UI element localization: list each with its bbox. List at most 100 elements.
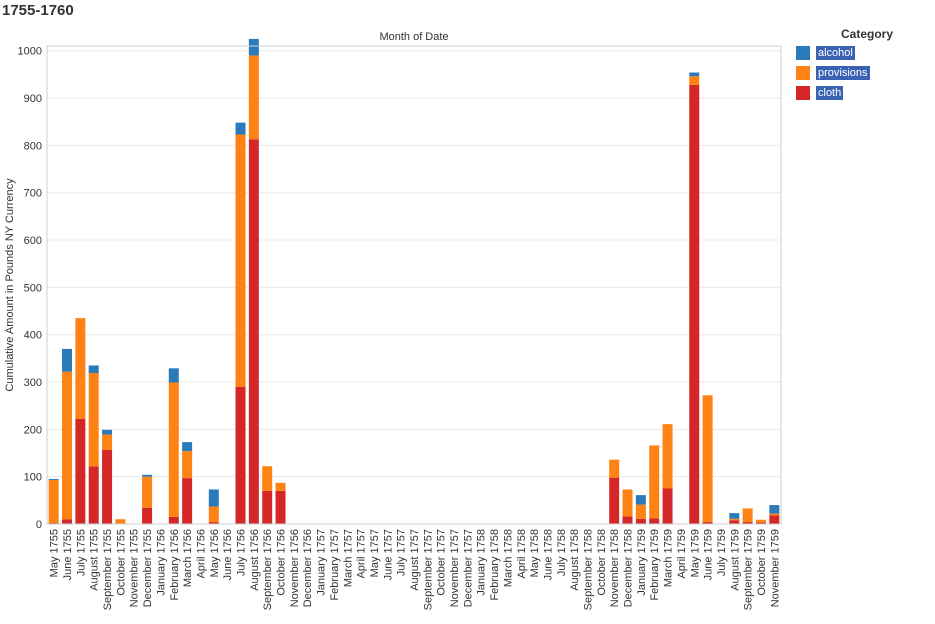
x-tick-label: May 1757: [369, 529, 381, 577]
x-tick-label: April 1758: [516, 529, 528, 579]
legend-swatch-provisions: [796, 66, 810, 80]
x-tick-label: September 1755: [102, 529, 114, 610]
bar-provisions: [75, 318, 86, 419]
legend-label-alcohol: alcohol: [816, 46, 855, 60]
x-tick-label: June 1756: [222, 529, 234, 580]
bar-alcohol: [689, 72, 700, 77]
x-tick-label: December 1758: [623, 529, 635, 607]
bar-cloth: [755, 522, 766, 524]
x-tick-label: August 1759: [729, 529, 741, 591]
bar-alcohol: [88, 365, 99, 374]
legend-label-provisions: provisions: [816, 66, 870, 80]
bar-cloth: [769, 515, 780, 524]
bar-cloth: [275, 490, 286, 524]
x-tick-label: February 1758: [489, 529, 501, 601]
bar-provisions: [729, 518, 740, 521]
bar-alcohol: [635, 495, 646, 505]
bar-cloth: [662, 488, 673, 524]
bar-cloth: [75, 418, 86, 524]
x-tick-label: June 1757: [382, 529, 394, 580]
bar-provisions: [742, 508, 753, 523]
x-tick-label: May 1759: [689, 529, 701, 577]
x-tick-label: January 1756: [155, 529, 167, 596]
x-tick-label: May 1758: [529, 529, 541, 577]
bar-provisions: [102, 434, 113, 450]
x-tick-label: August 1758: [569, 529, 581, 591]
x-tick-label: November 1756: [289, 529, 301, 607]
x-tick-label: August 1757: [409, 529, 421, 591]
y-axis-label: Cumulative Amount in Pounds NY Currency: [4, 178, 16, 392]
legend-swatch-alcohol: [796, 46, 810, 60]
y-tick-label: 500: [24, 282, 42, 294]
bar-cloth: [729, 520, 740, 524]
y-tick-label: 1000: [18, 46, 42, 58]
bar-alcohol: [208, 489, 219, 507]
x-tick-label: November 1755: [129, 529, 141, 607]
x-tick-label: February 1757: [329, 529, 341, 601]
x-tick-label: May 1755: [49, 529, 61, 577]
plot-frame: [46, 45, 782, 525]
bar-cloth: [742, 522, 753, 524]
y-tick-label: 200: [24, 424, 42, 436]
bar-provisions: [142, 476, 153, 508]
bar-provisions: [662, 424, 673, 489]
x-tick-label: September 1756: [262, 529, 274, 610]
x-tick-label: September 1757: [422, 529, 434, 610]
x-tick-label: July 1758: [556, 529, 568, 576]
bar-cloth: [702, 522, 713, 524]
x-tick-label: May 1756: [209, 529, 221, 577]
bar-provisions: [275, 482, 286, 491]
bar-provisions: [208, 506, 219, 523]
x-tick-label: July 1759: [716, 529, 728, 576]
y-tick-label: 400: [24, 330, 42, 342]
bar-provisions: [182, 451, 193, 479]
y-tick-label: 0: [36, 519, 42, 531]
bar-provisions: [88, 373, 99, 467]
x-tick-label: March 1759: [663, 529, 675, 587]
legend-title: Category: [840, 27, 893, 41]
legend-item-alcohol[interactable]: alcohol: [796, 43, 931, 63]
bar-provisions: [689, 76, 700, 85]
x-tick-label: March 1756: [182, 529, 194, 587]
legend: Category alcohol provisions cloth: [796, 27, 931, 103]
x-tick-label: April 1756: [195, 529, 207, 579]
bar-alcohol: [235, 122, 246, 135]
y-tick-label: 600: [24, 235, 42, 247]
y-tick-label: 100: [24, 472, 42, 484]
x-tick-label: December 1755: [142, 529, 154, 607]
bar-cloth: [262, 490, 273, 524]
bar-cloth: [635, 518, 646, 524]
bar-alcohol: [62, 348, 73, 372]
x-tick-label: October 1755: [115, 529, 127, 596]
x-tick-label: March 1758: [502, 529, 514, 587]
bar-alcohol: [729, 513, 740, 519]
x-tick-label: June 1758: [542, 529, 554, 580]
bar-cloth: [622, 516, 633, 524]
legend-item-cloth[interactable]: cloth: [796, 83, 931, 103]
x-tick-label: November 1757: [449, 529, 461, 607]
bar-cloth: [168, 516, 179, 524]
legend-item-provisions[interactable]: provisions: [796, 63, 931, 83]
y-tick-label: 800: [24, 140, 42, 152]
bar-alcohol: [142, 474, 153, 477]
bar-cloth: [142, 507, 153, 524]
bar-cloth: [689, 84, 700, 524]
bar-cloth: [208, 522, 219, 524]
bar-provisions: [635, 504, 646, 519]
y-tick-label: 900: [24, 93, 42, 105]
bar-provisions: [702, 395, 713, 523]
x-tick-label: August 1755: [89, 529, 101, 591]
bar-cloth: [609, 477, 620, 524]
bar-cloth: [649, 518, 660, 524]
bar-provisions: [235, 134, 246, 387]
x-tick-label: January 1757: [316, 529, 328, 596]
y-tick-label: 700: [24, 188, 42, 200]
x-tick-label: April 1759: [676, 529, 688, 579]
x-tick-label: August 1756: [249, 529, 261, 591]
x-tick-label: October 1758: [596, 529, 608, 596]
bar-provisions: [168, 382, 179, 517]
bar-provisions: [769, 513, 780, 516]
bar-cloth: [102, 449, 113, 524]
x-tick-label: January 1759: [636, 529, 648, 596]
